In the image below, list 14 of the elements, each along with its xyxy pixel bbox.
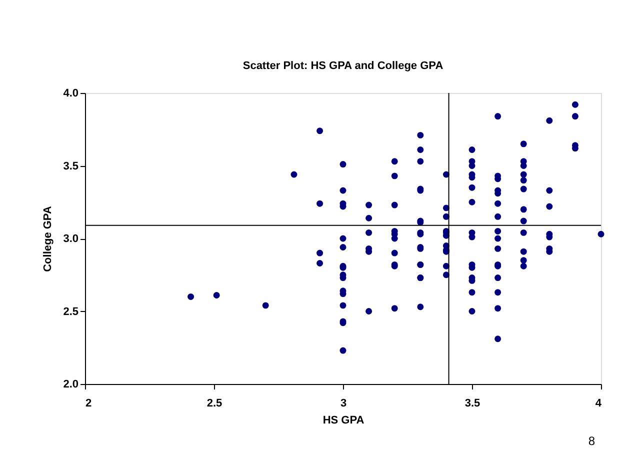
y-axis-title: College GPA <box>42 206 54 272</box>
y-tick-label: 4.0 <box>63 88 78 100</box>
text: 8 <box>588 434 596 448</box>
x-tick-label: 2.5 <box>206 398 222 410</box>
y-tick-label: 2.0 <box>63 378 78 390</box>
x-tick-label: 2 <box>86 398 92 410</box>
y-tick-label: 2.5 <box>63 306 78 318</box>
y-tick-label: 3.0 <box>63 233 78 245</box>
x-tick-label: 3 <box>340 398 347 410</box>
x-tick-label: 3.5 <box>464 398 480 410</box>
chart-title: Scatter Plot: HS GPA and College GPA <box>242 60 444 72</box>
y-tick-label: 3.5 <box>63 160 78 172</box>
x-axis-title: HS GPA <box>322 414 364 426</box>
x-tick-label: 4 <box>595 398 602 410</box>
